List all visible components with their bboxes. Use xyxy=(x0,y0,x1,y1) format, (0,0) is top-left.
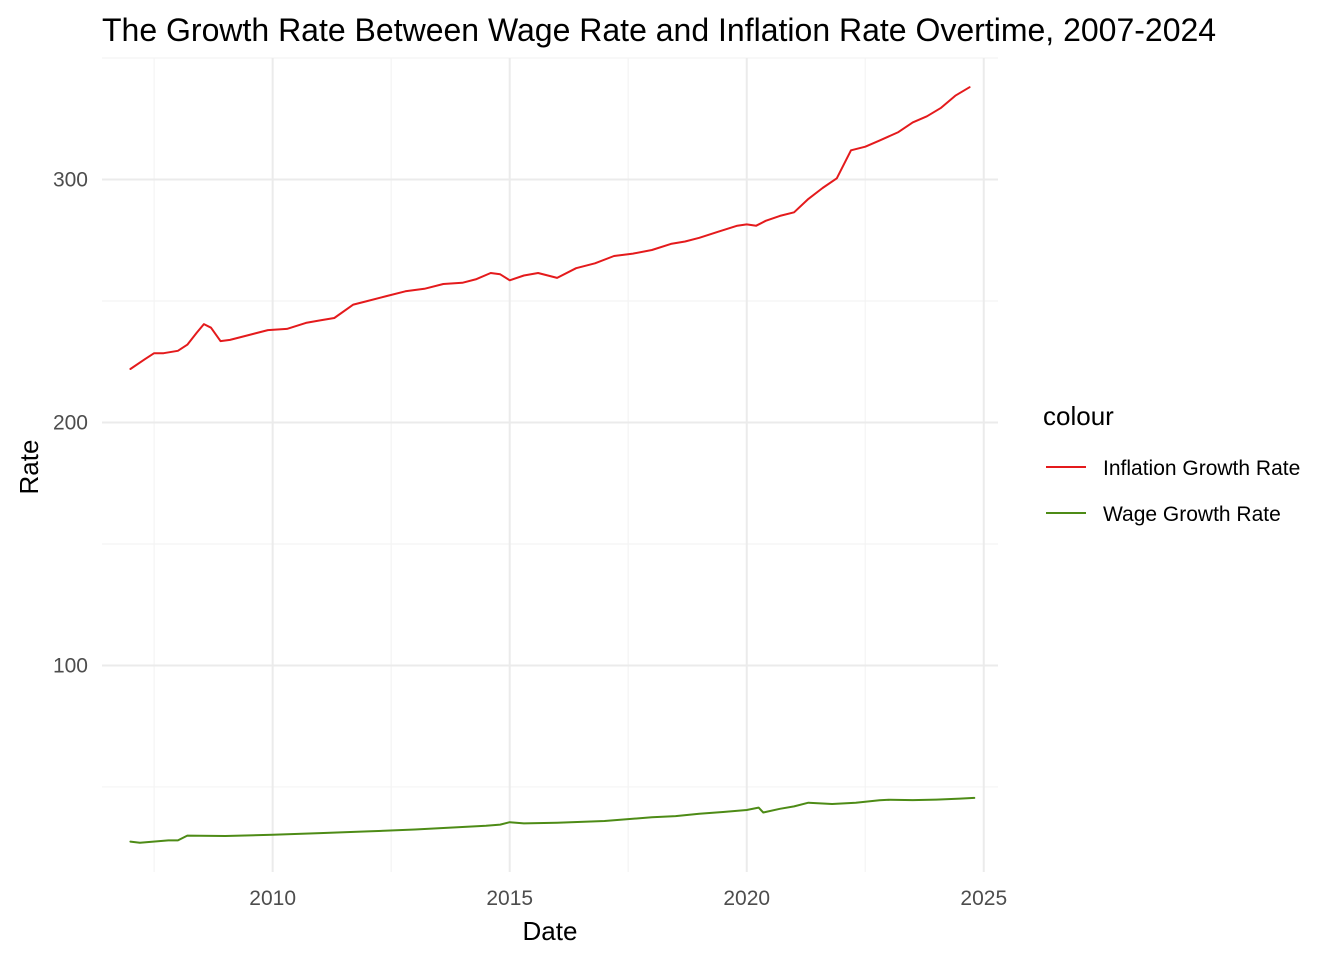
y-tick-label: 200 xyxy=(53,411,88,434)
legend-item-inflation: Inflation Growth Rate xyxy=(1046,457,1300,480)
legend-title: colour xyxy=(1043,401,1114,431)
x-tick-label: 2010 xyxy=(249,887,296,910)
legend-item-wage: Wage Growth Rate xyxy=(1046,503,1281,526)
y-axis-ticks: 100 200 300 xyxy=(53,168,88,677)
chart-title: The Growth Rate Between Wage Rate and In… xyxy=(102,12,1216,48)
x-tick-label: 2020 xyxy=(723,887,770,910)
x-axis-title: Date xyxy=(523,916,578,946)
y-tick-label: 300 xyxy=(53,168,88,191)
x-axis-ticks: 2010 2015 2020 2025 xyxy=(249,887,1007,910)
series-line-wage xyxy=(129,796,976,844)
x-tick-label: 2025 xyxy=(960,887,1007,910)
plot-series xyxy=(129,86,976,844)
y-axis-title: Rate xyxy=(14,440,44,495)
legend-label-inflation: Inflation Growth Rate xyxy=(1103,457,1300,480)
series-line-inflation xyxy=(129,86,971,370)
x-tick-label: 2015 xyxy=(486,887,533,910)
y-tick-label: 100 xyxy=(53,654,88,677)
legend: colour Inflation Growth Rate Wage Growth… xyxy=(1043,401,1300,526)
plot-grid xyxy=(102,57,998,872)
legend-label-wage: Wage Growth Rate xyxy=(1103,503,1281,526)
